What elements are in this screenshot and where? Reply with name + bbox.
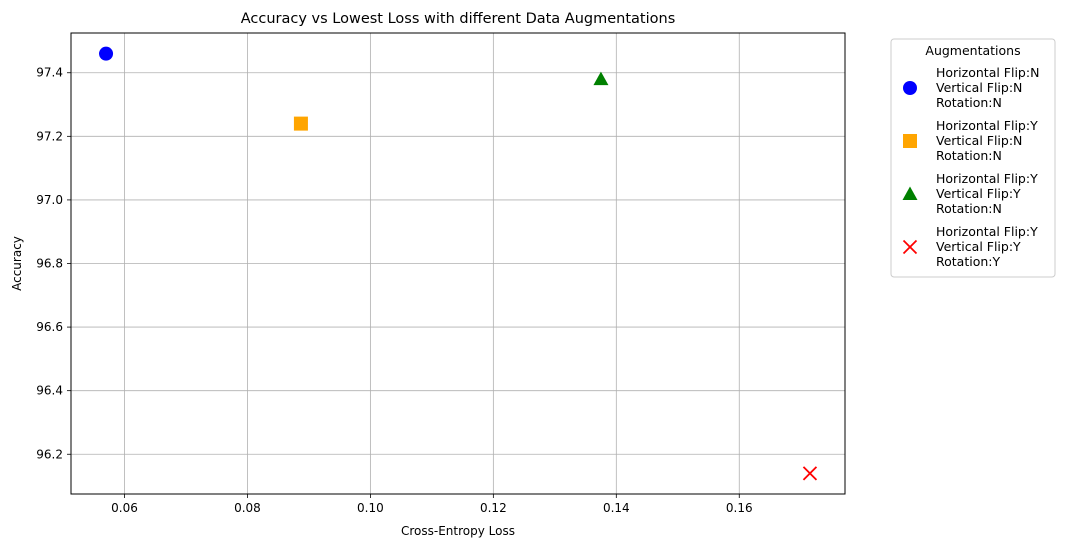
x-tick-label: 0.06 [111,501,138,515]
x-tick-label: 0.16 [726,501,753,515]
legend-label-line: Horizontal Flip:N [936,65,1039,80]
data-point-circle-1 [99,46,114,61]
chart-title: Accuracy vs Lowest Loss with different D… [241,11,676,27]
legend-label-line: Rotation:N [936,201,1002,216]
data-point-triangle-3 [593,71,609,86]
data-point-x-4 [802,466,818,481]
legend-box [890,38,1056,278]
y-axis: 96.2 96.4 96.6 96.8 97.0 97.2 97.4 [36,66,71,461]
x-axis-label: Cross-Entropy Loss [401,524,515,538]
x-tick-label: 0.12 [480,501,507,515]
y-tick-label: 97.0 [36,193,63,207]
legend-marker-circle [903,81,917,95]
grid [71,33,845,494]
legend-label-line: Vertical Flip:N [936,80,1022,95]
y-tick-label: 97.2 [36,129,63,143]
legend-label-line: Horizontal Flip:Y [936,171,1038,186]
legend-label-line: Rotation:N [936,95,1002,110]
legend-marker-triangle [902,186,918,200]
legend-label-line: Horizontal Flip:Y [936,224,1038,239]
legend-label-line: Rotation:Y [936,254,1000,269]
x-tick-label: 0.08 [234,501,261,515]
legend-title: Augmentations [925,43,1020,58]
legend-label-line: Vertical Flip:Y [936,186,1021,201]
x-tick-label: 0.10 [357,501,384,515]
legend-label-line: Vertical Flip:Y [936,239,1021,254]
y-axis-label: Accuracy [10,236,24,291]
x-tick-label: 0.14 [603,501,630,515]
legend-label-line: Rotation:N [936,148,1002,163]
legend-label-line: Vertical Flip:N [936,133,1022,148]
y-tick-label: 97.4 [36,66,63,80]
y-tick-label: 96.6 [36,320,63,334]
y-tick-label: 96.8 [36,257,63,271]
data-point-square-2 [293,116,308,131]
y-tick-label: 96.4 [36,384,63,398]
data-points [99,46,818,481]
legend-label-line: Horizontal Flip:Y [936,118,1038,133]
legend: Augmentations Horizontal Flip:NVertical … [890,38,1056,278]
x-axis: 0.06 0.08 0.10 0.12 0.14 0.16 [111,494,753,515]
legend-marker-square [903,134,917,148]
y-tick-label: 96.2 [36,447,63,461]
legend-marker-x [902,239,918,255]
